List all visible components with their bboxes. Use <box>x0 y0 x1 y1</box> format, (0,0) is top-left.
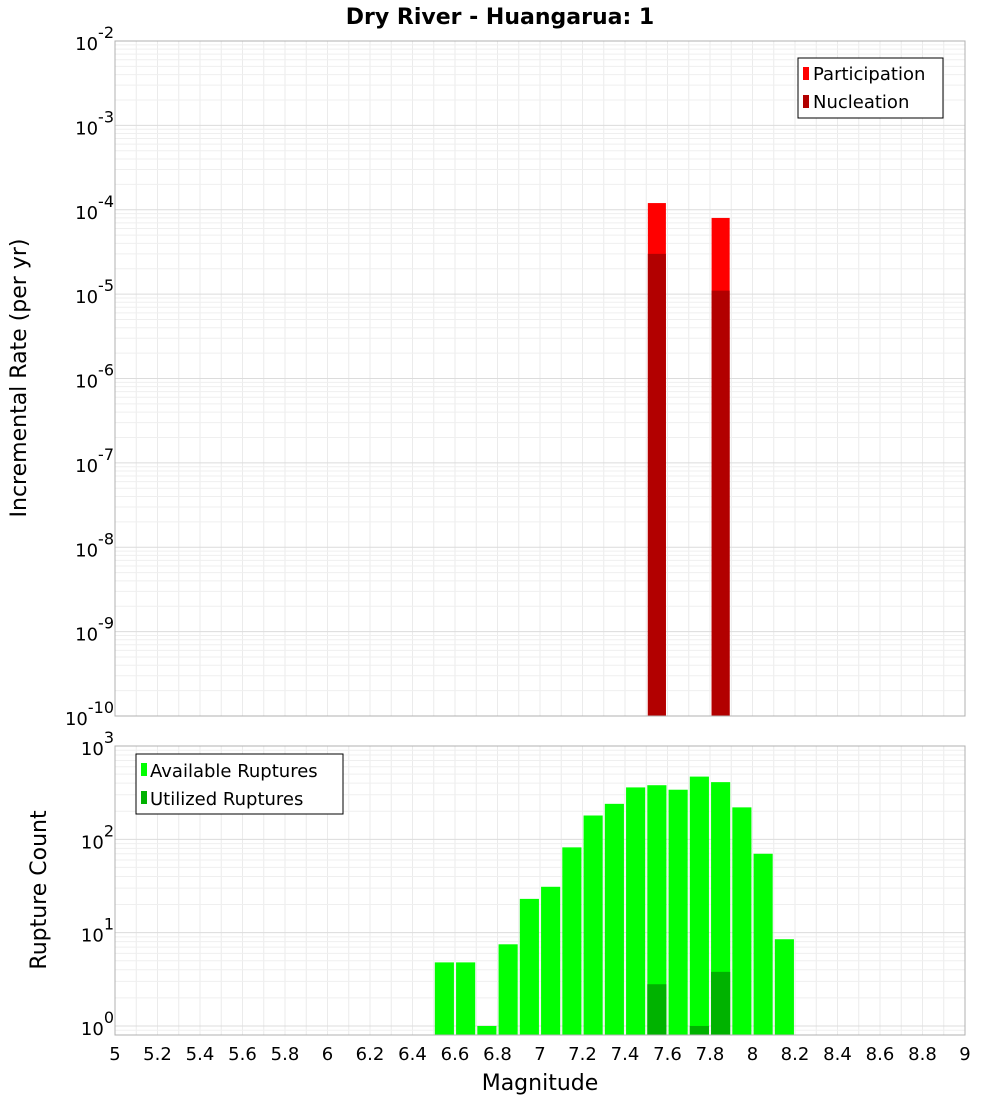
legend-label-available: Available Ruptures <box>150 761 318 782</box>
bottom-bar-utilized-ruptures <box>689 1025 709 1035</box>
x-tick: 6.2 <box>356 1044 385 1065</box>
bottom-bar-available-ruptures <box>604 803 624 1035</box>
x-tick: 6.6 <box>441 1044 470 1065</box>
x-tick: 8.2 <box>781 1044 810 1065</box>
top-y-tick: 10-5 <box>75 276 114 308</box>
top-y-tick: 10-8 <box>75 529 114 561</box>
bottom-bar-available-ruptures <box>647 785 667 1035</box>
x-tick-labels: 5 5.2 5.4 5.6 5.8 6 6.2 6.4 6.6 6.8 7 7.2 7.4 7.6 7.8 8… <box>109 1044 970 1065</box>
top-y-tick: 10-10 <box>65 698 114 730</box>
legend-swatch-participation <box>803 67 809 80</box>
bottom-bar-available-ruptures <box>774 939 794 1035</box>
bottom-bar-available-ruptures <box>498 944 518 1035</box>
bottom-bar-available-ruptures <box>668 789 688 1035</box>
x-tick: 8.8 <box>908 1044 937 1065</box>
x-tick: 8.6 <box>866 1044 895 1065</box>
bottom-bar-available-ruptures <box>456 962 476 1035</box>
top-plot-grid <box>114 40 966 717</box>
legend-swatch-available <box>141 763 147 776</box>
x-tick: 7.6 <box>653 1044 682 1065</box>
bottom-bar-utilized-ruptures <box>711 971 731 1035</box>
x-tick: 8 <box>747 1044 758 1065</box>
bottom-y-axis-label: Rupture Count <box>27 810 52 970</box>
bottom-bar-available-ruptures <box>753 853 773 1035</box>
x-tick: 5 <box>109 1044 120 1065</box>
top-y-tick: 10-4 <box>75 192 114 224</box>
bottom-y-tick: 100 <box>81 1008 114 1040</box>
bottom-bar-available-ruptures <box>626 787 646 1035</box>
bottom-bar-available-ruptures <box>434 962 454 1035</box>
legend-label-utilized: Utilized Ruptures <box>150 789 303 810</box>
x-tick: 7.8 <box>696 1044 725 1065</box>
bottom-bar-available-ruptures <box>711 782 731 1035</box>
top-bar-nucleation <box>711 290 730 716</box>
legend-swatch-utilized <box>141 791 147 804</box>
top-bar-nucleation <box>647 253 666 716</box>
bottom-y-tick-labels: 100 101 102 103 <box>81 728 114 1040</box>
x-tick: 5.6 <box>228 1044 257 1065</box>
bottom-plot-bars <box>434 776 794 1035</box>
bottom-y-tick: 101 <box>81 915 114 947</box>
top-y-tick: 10-6 <box>75 361 114 393</box>
bottom-y-tick: 102 <box>81 821 114 853</box>
top-y-tick: 10-3 <box>75 107 114 139</box>
x-tick: 5.2 <box>143 1044 172 1065</box>
top-legend: Participation Nucleation <box>797 57 944 119</box>
bottom-y-tick: 103 <box>81 728 114 760</box>
top-y-tick: 10-2 <box>75 23 114 55</box>
legend-swatch-nucleation <box>803 95 809 108</box>
bottom-bar-available-ruptures <box>689 776 709 1035</box>
bottom-bar-available-ruptures <box>519 898 539 1035</box>
x-tick: 8.4 <box>823 1044 852 1065</box>
legend-label-nucleation: Nucleation <box>813 92 909 113</box>
chart-title: Dry River - Huangarua: 1 <box>346 5 654 30</box>
top-plot-border <box>114 40 966 717</box>
top-y-tick: 10-7 <box>75 445 114 477</box>
bottom-legend: Available Ruptures Utilized Ruptures <box>135 753 344 815</box>
x-tick: 7.4 <box>611 1044 640 1065</box>
bottom-bar-utilized-ruptures <box>647 984 667 1035</box>
bottom-plot-border <box>114 745 966 1036</box>
bottom-bar-available-ruptures <box>732 807 752 1035</box>
bottom-plot: 100 101 102 103 5 5.2 5.4 5.6 5.8 6 6.2 6.4 6.6 6.8 7… <box>27 728 971 1096</box>
legend-label-participation: Participation <box>813 64 925 85</box>
x-axis-label: Magnitude <box>482 1071 599 1096</box>
bottom-legend-box <box>135 753 344 815</box>
bottom-bar-available-ruptures <box>583 815 603 1035</box>
top-y-tick-labels: 10-10 10-9 10-8 10-7 10-6 10-5 10-4 10-3 10-2 <box>65 23 114 730</box>
x-tick: 6.8 <box>483 1044 512 1065</box>
bottom-bar-available-ruptures <box>477 1025 497 1035</box>
x-tick: 5.4 <box>186 1044 215 1065</box>
top-y-tick: 10-9 <box>75 614 114 646</box>
x-tick: 6.4 <box>398 1044 427 1065</box>
top-plot-bars <box>647 203 730 716</box>
top-plot: 10-10 10-9 10-8 10-7 10-6 10-5 10-4 10-3 10-2 In… <box>7 23 966 730</box>
x-tick: 9 <box>959 1044 970 1065</box>
x-tick: 7.2 <box>568 1044 597 1065</box>
top-legend-box <box>797 57 944 119</box>
x-tick: 5.8 <box>271 1044 300 1065</box>
top-y-axis-label: Incremental Rate (per yr) <box>7 239 32 518</box>
x-tick: 6 <box>322 1044 333 1065</box>
bottom-bar-available-ruptures <box>562 847 582 1035</box>
x-tick: 7 <box>534 1044 545 1065</box>
bottom-bar-available-ruptures <box>541 886 561 1035</box>
